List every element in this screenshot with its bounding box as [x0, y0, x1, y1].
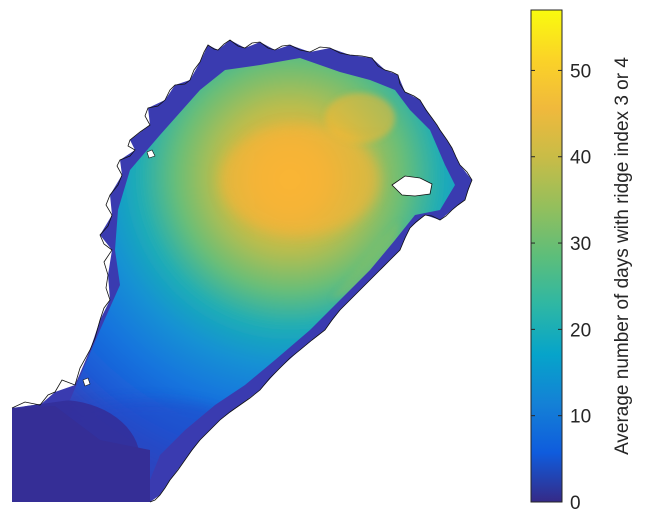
small-island-2	[82, 377, 91, 387]
colorbar-tick-label-10: 10	[570, 407, 591, 428]
colorbar-gradient	[530, 9, 563, 503]
colorbar-axis-title: Average number of days with ridge index …	[612, 57, 633, 455]
colorbar-tick-label-40: 40	[570, 148, 591, 169]
northeast-island	[391, 175, 433, 197]
colorbar-ticks: 0 10 20 30 40 50	[531, 61, 591, 514]
colorbar: 0 10 20 30 40 50 Average number of days with …	[530, 9, 633, 514]
small-island-1	[146, 149, 156, 159]
coastline	[11, 39, 473, 503]
southwest-sea-block	[12, 406, 150, 502]
colorbar-tick-label-0: 0	[570, 493, 581, 514]
colorbar-tick-label-50: 50	[570, 61, 591, 82]
colorbar-tick-label-20: 20	[570, 320, 591, 341]
colorbar-tick-label-30: 30	[570, 234, 591, 255]
